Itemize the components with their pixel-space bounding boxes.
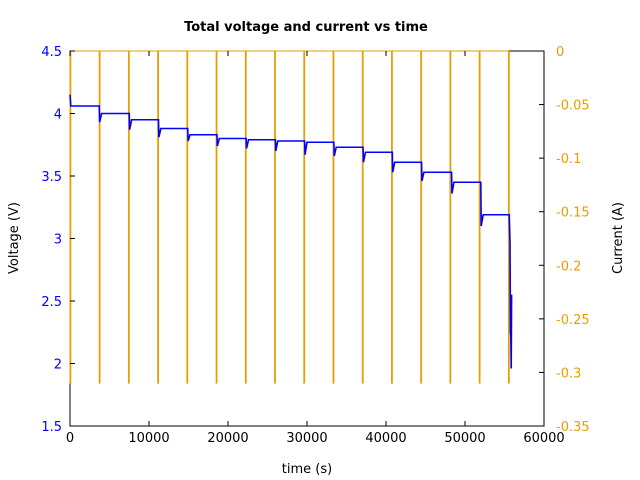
- y-axis-right-title: Current (A): [611, 202, 626, 274]
- current-series: [69, 50, 510, 384]
- y-tick-label: 2.5: [41, 295, 62, 310]
- y2-tick-label: 0: [556, 45, 564, 60]
- y2-tick-label: -0.35: [556, 420, 590, 435]
- y-tick-label: 4: [54, 108, 62, 123]
- y2-tick-label: -0.05: [556, 99, 590, 114]
- y2-tick-label: -0.15: [556, 206, 590, 221]
- plot-frame: [69, 50, 545, 427]
- y-tick-label: 2: [54, 358, 62, 373]
- y-tick-label: 3.5: [41, 170, 62, 185]
- x-tick-label: 20000: [207, 431, 248, 446]
- y-axis-left-title: Voltage (V): [7, 202, 22, 274]
- x-axis: 0 10000 20000 30000 40000 50000 60000: [66, 51, 565, 446]
- chart-title: Total voltage and current vs time: [184, 20, 428, 35]
- x-tick-label: 60000: [523, 431, 564, 446]
- y-axis-left: 1.5 2 2.5 3 3.5 4 4.5: [41, 45, 75, 435]
- x-tick-label: 50000: [444, 431, 485, 446]
- x-tick-label: 0: [66, 431, 74, 446]
- voltage-series: [69, 94, 513, 369]
- y2-tick-label: -0.2: [556, 259, 581, 274]
- y2-tick-label: -0.1: [556, 152, 581, 167]
- y2-tick-label: -0.25: [556, 313, 590, 328]
- y-tick-label: 3: [54, 233, 62, 248]
- current-line: [69, 50, 510, 384]
- y-tick-label: 1.5: [41, 420, 62, 435]
- x-tick-label: 30000: [286, 431, 327, 446]
- voltage-line: [69, 94, 513, 369]
- y-axis-right: 0 -0.05 -0.1 -0.15 -0.2 -0.25 -0.3 -0.35: [539, 45, 590, 435]
- x-tick-label: 10000: [128, 431, 169, 446]
- y2-tick-label: -0.3: [556, 366, 581, 381]
- x-axis-title: time (s): [282, 462, 332, 477]
- x-tick-label: 40000: [365, 431, 406, 446]
- y-tick-label: 4.5: [41, 45, 62, 60]
